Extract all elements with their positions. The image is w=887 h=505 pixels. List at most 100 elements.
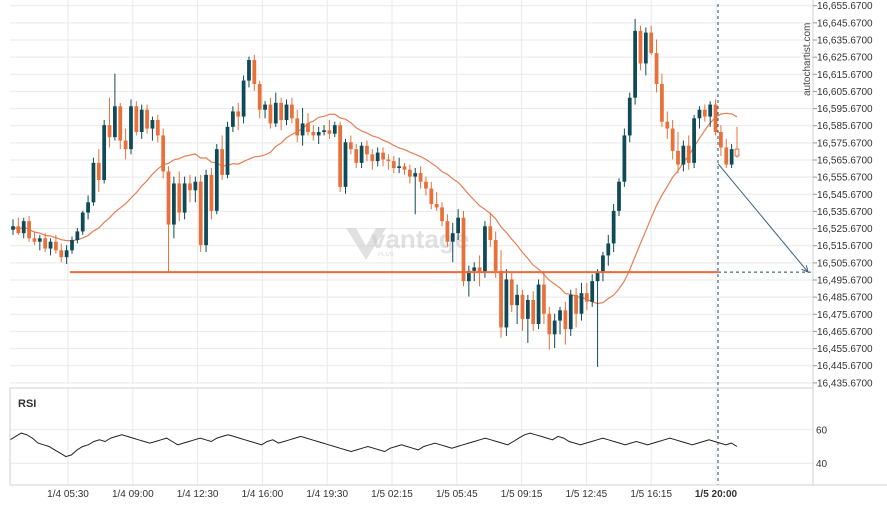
candle	[520, 289, 525, 331]
candle	[322, 125, 326, 136]
price-tick-label: 16,615.6700	[817, 70, 873, 81]
candle	[536, 279, 541, 330]
candle	[456, 209, 461, 241]
candle	[579, 282, 584, 321]
candle-body	[584, 293, 589, 302]
candle-body	[59, 250, 64, 258]
candle	[59, 243, 64, 263]
candle-body	[27, 221, 31, 239]
candle	[273, 92, 278, 127]
candle-body	[263, 104, 267, 110]
candle	[332, 121, 337, 138]
candle-body	[638, 30, 643, 64]
candle	[161, 128, 166, 179]
rsi-tick-label: 60	[816, 425, 828, 436]
candle	[359, 142, 364, 169]
candle	[574, 288, 578, 328]
time-tick-label: 1/4 19:30	[306, 489, 348, 500]
candle	[348, 135, 353, 155]
candle	[247, 56, 251, 88]
candle-body	[113, 106, 117, 138]
candle	[702, 104, 707, 122]
candle-body	[54, 241, 58, 251]
watermark-v-icon	[346, 228, 386, 260]
candle-body	[32, 238, 37, 242]
time-tick-label: 1/5 20:00	[695, 489, 738, 500]
candle-body	[86, 202, 90, 213]
candle	[466, 265, 471, 297]
candle-body	[182, 183, 187, 213]
candle-body	[499, 270, 503, 328]
candle-body	[284, 104, 289, 121]
candle	[654, 39, 659, 93]
price-tick-label: 16,565.6700	[817, 156, 873, 167]
candle-body	[563, 310, 568, 330]
candle	[48, 238, 53, 256]
candle	[391, 156, 396, 174]
rsi-axis: 60 40	[816, 425, 828, 470]
candle-body	[155, 120, 160, 136]
candle-body	[359, 145, 364, 163]
candle	[209, 168, 214, 220]
candle-body	[257, 84, 262, 110]
candle-body	[734, 148, 740, 157]
candle	[590, 274, 595, 307]
candle	[37, 234, 42, 251]
candle	[627, 92, 632, 143]
candle	[252, 54, 257, 91]
candle	[70, 236, 74, 254]
candle-body	[252, 60, 257, 85]
candle-body	[483, 226, 487, 273]
candle-body	[461, 217, 466, 282]
candle-body	[729, 149, 734, 165]
candle-body	[225, 126, 230, 175]
candle-body	[21, 221, 26, 234]
candle-body	[488, 226, 493, 241]
candle-body	[343, 142, 348, 187]
candle-body	[515, 294, 519, 306]
candle-body	[697, 109, 702, 119]
time-tick-label: 1/4 09:00	[112, 489, 154, 500]
candle	[413, 168, 418, 215]
candle-body	[268, 104, 273, 124]
candle-body	[145, 109, 149, 129]
candle-body	[466, 270, 471, 282]
candle-body	[118, 106, 123, 141]
price-tick-label: 16,585.6700	[817, 121, 873, 132]
time-tick-label: 1/5 02:15	[371, 489, 413, 500]
candle-body	[665, 121, 670, 129]
candle-body	[493, 240, 498, 271]
candle-body	[236, 111, 241, 117]
candle-body	[327, 130, 332, 134]
candle	[676, 132, 680, 174]
candle-body	[150, 120, 155, 129]
candle-body	[413, 173, 418, 177]
candle	[134, 101, 139, 136]
candle-body	[429, 188, 434, 205]
time-tick-label: 1/5 05:45	[436, 489, 478, 500]
price-tick-label: 16,525.6700	[817, 224, 873, 235]
candle-body	[627, 97, 632, 136]
candle	[102, 120, 107, 184]
candle	[397, 157, 402, 174]
candle-body	[525, 300, 530, 319]
price-tick-label: 16,545.6700	[817, 190, 873, 201]
candle-body	[590, 281, 595, 302]
candle-body	[660, 84, 664, 122]
projection-group	[717, 4, 809, 485]
watermark-sub: PLUS	[378, 252, 394, 258]
candle	[225, 121, 230, 179]
candle	[91, 157, 96, 206]
candle	[214, 144, 219, 215]
candle-body	[386, 159, 391, 162]
price-tick-label: 16,655.6700	[817, 1, 873, 12]
candle	[563, 301, 568, 345]
candle-body	[279, 102, 284, 121]
time-tick-label: 1/4 16:00	[242, 489, 284, 500]
candle-body	[11, 226, 15, 230]
candle-body	[397, 166, 402, 169]
candle-body	[64, 250, 69, 258]
candle	[595, 269, 600, 367]
candle-body	[43, 238, 48, 249]
